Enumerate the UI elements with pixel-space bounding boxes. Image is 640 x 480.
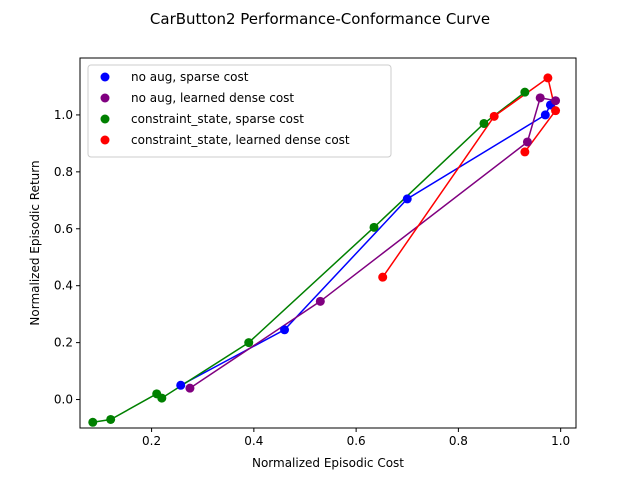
series-3-point (551, 106, 561, 116)
legend-marker-0 (100, 72, 110, 82)
series-1-point (551, 96, 561, 106)
series-0-point (540, 110, 550, 120)
series-3-point (543, 73, 553, 83)
legend-label-1: no aug, learned dense cost (131, 91, 294, 105)
x-tick-label: 0.4 (244, 434, 263, 448)
series-1-point (315, 296, 325, 306)
y-axis: 0.0 0.2 0.4 0.6 0.8 1.0 (54, 108, 80, 407)
y-tick-label: 0.0 (54, 393, 73, 407)
x-tick-label: 0.2 (142, 434, 161, 448)
series-3-point (520, 147, 530, 157)
legend-label-2: constraint_state, sparse cost (131, 112, 304, 126)
series-2-line (92, 91, 526, 424)
legend: no aug, sparse cost no aug, learned dense… (87, 64, 392, 158)
series-1-point (535, 93, 545, 103)
x-tick-label: 0.6 (347, 434, 366, 448)
series-2-point (479, 118, 489, 128)
chart-title: CarButton2 Performance-Conformance Curve (150, 10, 490, 28)
y-axis-label: Normalized Episodic Return (28, 160, 42, 325)
plot-marks (88, 73, 561, 427)
series-0-point (280, 325, 290, 335)
series-2-point (369, 222, 379, 232)
legend-marker-1 (100, 93, 110, 103)
series-3-point (489, 111, 499, 121)
legend-marker-2 (100, 114, 110, 124)
x-tick-label: 1.0 (551, 434, 570, 448)
y-tick-label: 0.2 (54, 336, 73, 350)
legend-label-3: constraint_state, learned dense cost (131, 133, 350, 147)
series-0-point (402, 194, 412, 204)
series-0-point (176, 380, 186, 390)
series-2-point (106, 414, 116, 424)
series-3-line (382, 76, 557, 278)
x-axis-label: Normalized Episodic Cost (252, 456, 404, 470)
series-2-point (88, 417, 98, 427)
y-tick-label: 0.8 (54, 165, 73, 179)
x-tick-label: 0.8 (449, 434, 468, 448)
x-axis: 0.2 0.4 0.6 0.8 1.0 (142, 428, 570, 448)
legend-marker-3 (100, 135, 110, 145)
series-1-point (522, 137, 532, 147)
legend-label-0: no aug, sparse cost (131, 70, 249, 84)
series-2-point (244, 338, 254, 348)
series-2-point (520, 87, 530, 97)
legend-box (87, 64, 392, 158)
series-2-point (157, 393, 167, 403)
series-1-point (185, 383, 195, 393)
y-tick-label: 0.6 (54, 222, 73, 236)
y-tick-label: 1.0 (54, 108, 73, 122)
series-3-point (378, 272, 388, 282)
y-tick-label: 0.4 (54, 279, 73, 293)
plot-frame (79, 57, 577, 429)
